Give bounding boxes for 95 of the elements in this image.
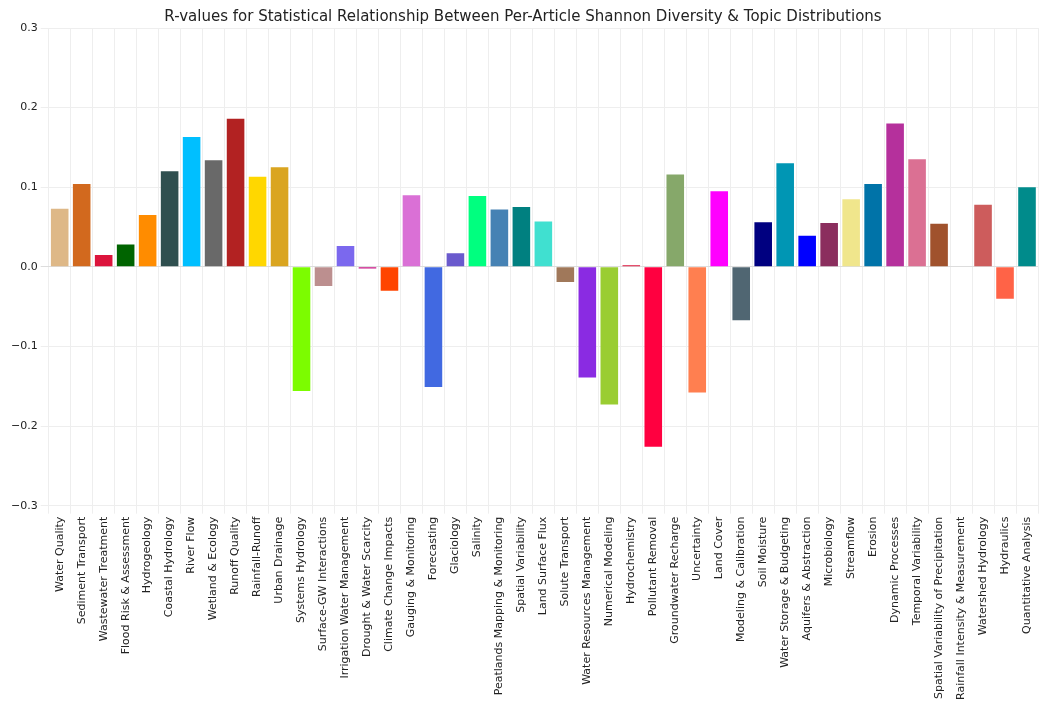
bar xyxy=(732,267,751,321)
bar xyxy=(490,209,509,267)
x-tick-label: Sediment Transport xyxy=(74,515,88,625)
x-tick-label: Modeling & Calibration xyxy=(734,516,748,643)
chart-title: R-values for Statistical Relationship Between Per-Article Shannon Diversity & Topic Distributions xyxy=(164,6,882,25)
bar xyxy=(798,235,816,267)
x-tick-label: Land Surface Flux xyxy=(536,516,550,616)
bar xyxy=(710,191,729,267)
bar xyxy=(314,267,333,286)
x-tick-label: Numerical Modeling xyxy=(602,516,616,627)
x-tick-label: Salinity xyxy=(470,516,484,558)
bar xyxy=(50,208,69,267)
bar xyxy=(138,215,157,267)
x-tick-label: Erosion xyxy=(865,516,879,558)
x-tick-label: Hydrochemistry xyxy=(624,516,638,605)
x-tick-label: Spatial Variability xyxy=(514,516,528,613)
bar xyxy=(754,222,772,267)
x-tick-label: Groundwater Recharge xyxy=(668,516,682,644)
bar xyxy=(1018,187,1036,267)
y-tick-label: −0.1 xyxy=(10,339,38,353)
x-tick-label: River Flow xyxy=(184,516,198,574)
x-tick-label: Glaciology xyxy=(448,516,462,575)
y-tick-label: 0.3 xyxy=(20,20,38,34)
x-tick-label: Streamflow xyxy=(843,516,857,580)
x-tick-label: Temporal Variability xyxy=(909,516,923,627)
bar xyxy=(226,118,245,267)
x-tick-label: Water Resources Management xyxy=(580,515,594,685)
bar xyxy=(688,267,707,393)
bar xyxy=(204,160,223,267)
x-tick-label: Watershed Hydrology xyxy=(975,516,989,636)
x-tick-label: Hydrogeology xyxy=(140,516,154,594)
bar xyxy=(974,204,992,267)
bar xyxy=(512,207,531,267)
x-tick-label: Aquifers & Abstraction xyxy=(800,516,814,641)
bar xyxy=(402,195,421,267)
x-tick-label: Drought & Water Scarcity xyxy=(360,516,374,657)
bar xyxy=(600,267,619,405)
bar xyxy=(864,184,882,267)
bar xyxy=(270,167,289,267)
bar xyxy=(72,184,91,267)
bar xyxy=(842,199,860,267)
x-tick-label: Systems Hydrology xyxy=(294,516,308,623)
x-tick-label: Irrigation Water Management xyxy=(338,515,352,679)
x-tick-label: Forecasting xyxy=(426,516,440,581)
y-tick-label: −0.3 xyxy=(10,498,38,512)
bar xyxy=(578,267,597,378)
bar xyxy=(424,267,443,388)
bar xyxy=(292,267,311,392)
bar xyxy=(94,254,113,267)
bar xyxy=(336,246,355,267)
x-tick-label: Land Cover xyxy=(712,516,726,580)
bar xyxy=(534,221,553,267)
x-tick-label: Spatial Variability of Precipitation xyxy=(931,516,945,700)
x-tick-label: Solute Transport xyxy=(558,515,572,607)
bar xyxy=(996,267,1014,299)
y-tick-label: 0.0 xyxy=(20,259,38,273)
x-tick-label: Hydraulics xyxy=(997,516,1011,575)
bar xyxy=(776,163,794,267)
x-tick-label: Pollutant Removal xyxy=(646,516,660,617)
x-tick-label: Microbiology xyxy=(822,516,836,587)
y-tick-label: 0.2 xyxy=(20,100,38,114)
bar xyxy=(160,171,179,267)
x-tick-label: Quantitative Analysis xyxy=(1019,516,1033,634)
x-tick-label: Urban Drainage xyxy=(272,516,286,604)
x-tick-label: Rainfall Intensity & Measurement xyxy=(953,515,967,700)
bar xyxy=(886,123,904,267)
x-tick-label: Runoff Quality xyxy=(228,516,242,595)
bar xyxy=(820,223,838,267)
x-tick-label: Coastal Hydrology xyxy=(162,516,176,618)
x-tick-label: Water Storage & Budgeting xyxy=(778,516,792,668)
y-tick-label: −0.2 xyxy=(10,418,38,432)
x-tick-label: Water Quality xyxy=(52,516,66,592)
bar xyxy=(182,137,201,267)
x-tick-label: Uncertainty xyxy=(690,516,704,581)
bar xyxy=(446,253,465,267)
bar xyxy=(248,176,267,267)
bar xyxy=(468,195,487,267)
x-tick-label: Soil Moisture xyxy=(756,516,770,588)
x-tick-label: Flood Risk & Assessment xyxy=(118,515,132,655)
bar xyxy=(666,174,685,267)
bar xyxy=(908,159,926,267)
bar xyxy=(380,267,399,291)
x-tick-label: Surface-GW Interactions xyxy=(316,516,330,652)
x-tick-label: Rainfall-Runoff xyxy=(250,516,264,597)
x-tick-label: Wetland & Ecology xyxy=(206,516,220,621)
x-tick-label: Climate Change Impacts xyxy=(382,516,396,652)
bar xyxy=(116,244,135,267)
y-tick-label: 0.1 xyxy=(20,180,38,194)
x-tick-label: Gauging & Monitoring xyxy=(404,516,418,638)
bar xyxy=(556,267,575,282)
bar xyxy=(930,223,948,267)
x-tick-label: Dynamic Processes xyxy=(887,516,901,623)
x-tick-label: Peatlands Mapping & Monitoring xyxy=(492,516,506,696)
bar xyxy=(644,267,663,447)
x-tick-label: Wastewater Treatment xyxy=(96,515,110,642)
